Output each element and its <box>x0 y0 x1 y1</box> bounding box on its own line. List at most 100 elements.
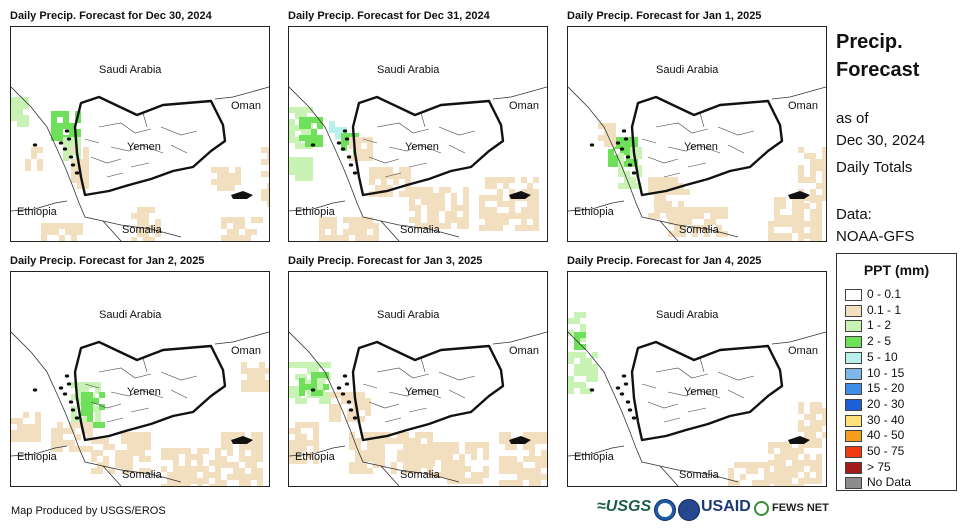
island <box>66 382 72 386</box>
precip-cell <box>83 171 89 177</box>
precip-cell <box>247 386 253 392</box>
precip-cell <box>391 462 397 468</box>
precip-cell <box>261 195 267 201</box>
precip-cell <box>307 440 313 446</box>
precip-cell <box>786 239 792 241</box>
precip-cell <box>71 235 77 241</box>
precip-cell <box>409 456 415 462</box>
label-saudi-arabia: Saudi Arabia <box>99 309 162 321</box>
precip-cell <box>692 231 698 237</box>
precip-cell <box>253 374 259 380</box>
precip-cell <box>636 147 642 153</box>
precip-cell <box>139 444 145 450</box>
socotra-island <box>231 191 253 199</box>
precip-cell <box>267 153 269 159</box>
precip-cell <box>586 370 592 376</box>
ethiopia-border <box>568 200 625 212</box>
precip-cell <box>441 460 447 466</box>
island <box>627 163 633 167</box>
precip-cell <box>716 231 722 237</box>
precip-cell <box>798 426 804 432</box>
precip-cell <box>505 462 511 468</box>
precip-cell <box>329 404 335 410</box>
precip-cell <box>149 225 155 231</box>
label-oman: Oman <box>509 100 539 112</box>
precip-cell <box>485 225 491 231</box>
label-oman: Oman <box>788 100 818 112</box>
precip-cell <box>511 480 517 486</box>
precip-cell <box>403 462 409 468</box>
precip-map <box>11 331 269 486</box>
precip-cell <box>447 460 453 466</box>
precip-cell <box>774 466 780 472</box>
precip-cell <box>289 392 295 398</box>
precip-cell <box>387 191 393 197</box>
precip-cell <box>465 448 471 454</box>
precip-cell <box>127 450 133 456</box>
heading-line-1: Precip. <box>836 31 903 53</box>
precip-cell <box>774 442 780 448</box>
precip-cell <box>822 147 826 153</box>
precip-cell <box>239 432 245 438</box>
label-yemen: Yemen <box>684 386 718 398</box>
precip-cell <box>149 207 155 213</box>
governorate-boundaries <box>84 112 198 178</box>
precip-cell <box>421 187 427 193</box>
precip-cell <box>109 468 115 474</box>
legend-label: 50 - 75 <box>867 444 905 458</box>
label-saudi-arabia: Saudi Arabia <box>656 309 719 321</box>
label-saudi-arabia: Saudi Arabia <box>377 64 440 76</box>
precip-cell <box>301 157 307 163</box>
somalia-border <box>380 220 400 241</box>
precip-cell <box>267 147 269 153</box>
precip-cell <box>515 213 521 219</box>
precip-cell <box>137 207 143 213</box>
island <box>66 137 72 141</box>
precip-cell <box>485 195 491 201</box>
precip-cell <box>463 205 469 211</box>
precip-cell <box>289 157 295 163</box>
precip-cell <box>87 404 93 410</box>
precip-cell <box>367 223 373 229</box>
label-ethiopia: Ethiopia <box>574 451 614 463</box>
precip-cell <box>405 173 411 179</box>
precip-cell <box>373 432 379 438</box>
precip-cell <box>692 225 698 231</box>
precip-cell <box>409 199 415 205</box>
precip-cell <box>367 444 373 450</box>
island <box>621 374 627 378</box>
precip-cell <box>355 438 361 444</box>
precip-cell <box>331 235 337 241</box>
precip-cell <box>804 177 810 183</box>
precip-cell <box>521 189 527 195</box>
precip-cell <box>379 450 385 456</box>
precip-cell <box>289 107 295 113</box>
precip-cell <box>221 217 227 223</box>
precip-cell <box>680 219 686 225</box>
precip-cell <box>672 177 678 183</box>
precip-cell <box>179 478 185 484</box>
precip-cell <box>77 382 83 388</box>
precip-cell <box>143 219 149 225</box>
precip-cell <box>580 370 586 376</box>
precip-cell <box>660 183 666 189</box>
precip-cell <box>361 155 367 161</box>
precip-cell <box>341 398 347 404</box>
precip-cell <box>798 239 804 241</box>
precip-cell <box>503 201 509 207</box>
precip-cell <box>568 376 574 382</box>
precip-cell <box>361 223 367 229</box>
precip-cell <box>397 450 403 456</box>
precip-cell <box>497 225 503 231</box>
precip-cell <box>57 129 63 135</box>
precip-cell <box>728 468 734 474</box>
precip-cell <box>355 143 361 149</box>
precip-cell <box>57 123 63 129</box>
ethiopia-border <box>289 200 346 212</box>
precip-cell <box>483 472 489 478</box>
precip-cell <box>185 466 191 472</box>
somalia-border <box>102 220 122 241</box>
precip-cell <box>227 217 233 223</box>
precip-cell <box>459 466 465 472</box>
precip-cell <box>586 388 592 394</box>
